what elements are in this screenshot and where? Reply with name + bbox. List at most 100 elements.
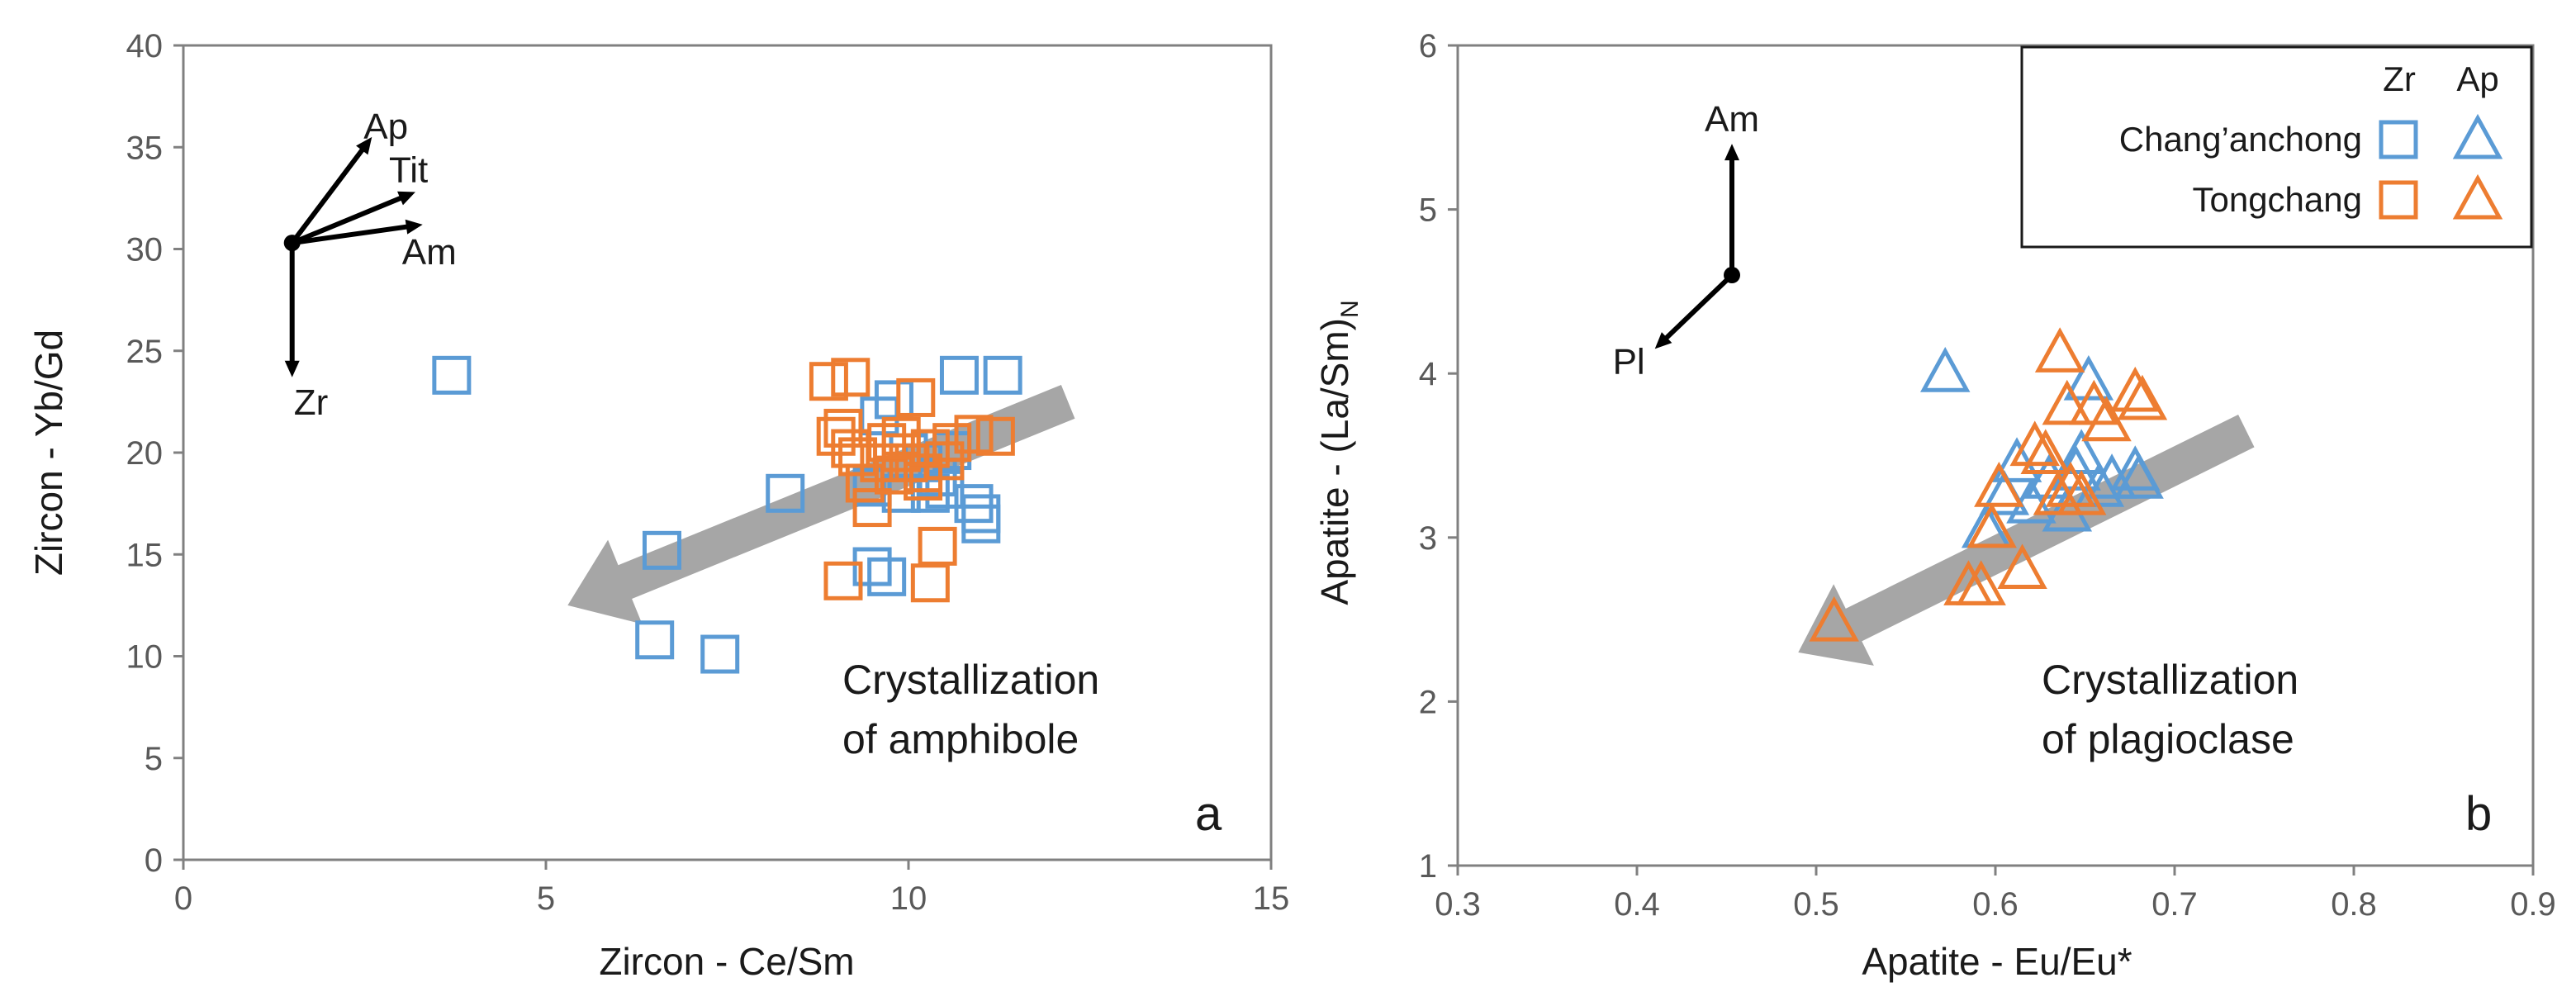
y-tick-label: 3 <box>1419 520 1437 557</box>
data-point-triangle <box>2081 396 2132 442</box>
data-point-square <box>954 484 994 524</box>
data-point-square <box>867 557 907 596</box>
vector-line <box>1660 273 1734 344</box>
y-tick-label: 40 <box>126 28 164 64</box>
y-tick-label: 35 <box>126 130 164 166</box>
vector-origin <box>283 235 301 252</box>
y-axis-label-b: Apatite - (La/Sm)N <box>1313 300 1364 605</box>
data-point-square <box>816 416 856 456</box>
vector-label-tit: Tit <box>389 149 428 190</box>
data-point-square <box>954 415 994 454</box>
x-tick-label: 15 <box>1253 880 1290 917</box>
data-point-square <box>852 547 892 586</box>
data-point-triangle <box>1991 437 2042 482</box>
data-point-square <box>860 443 899 482</box>
data-point-square <box>766 473 805 513</box>
y-tick-label: 20 <box>126 435 164 472</box>
data-point-square <box>432 355 472 395</box>
x-tick-label: 0.9 <box>2510 886 2556 923</box>
y-tick-label: 5 <box>145 741 163 777</box>
x-tick-label: 0.3 <box>1435 886 1481 923</box>
annotation-b-line1: Crystallization <box>2042 657 2298 703</box>
data-point-square <box>904 462 943 501</box>
x-tick-label: 0.7 <box>2151 886 2198 923</box>
data-point-square <box>910 563 950 603</box>
y-tick-label: 4 <box>1419 356 1437 392</box>
vector-label-am: Am <box>402 232 457 273</box>
annotation-a-line2: of amphibole <box>842 716 1079 762</box>
y-tick-label: 1 <box>1419 848 1437 885</box>
vector-line <box>290 143 368 244</box>
y-tick-label: 0 <box>145 842 163 879</box>
data-point-triangle <box>2034 327 2085 373</box>
data-point-triangle <box>2056 469 2107 515</box>
legend-label-tongchang: Tongchang <box>2192 180 2362 219</box>
vector-head <box>1724 144 1740 161</box>
data-point-square <box>823 561 863 600</box>
data-point-triangle <box>2009 420 2060 467</box>
annotation-b-line2: of plagioclase <box>2042 716 2294 762</box>
y-tick-label: 15 <box>126 537 164 573</box>
data-point-square <box>983 355 1022 395</box>
x-tick-label: 0.5 <box>1793 886 1839 923</box>
data-point-triangle <box>1956 560 2006 605</box>
vector-line <box>291 193 408 245</box>
vector-label-am: Am <box>1705 99 1759 140</box>
x-tick-label: 0 <box>174 880 192 917</box>
x-tick-label: 5 <box>537 880 555 917</box>
vector-label-zr: Zr <box>294 382 329 423</box>
data-point-square <box>635 620 675 660</box>
vector-head <box>397 191 415 206</box>
x-tick-label: 0.8 <box>2331 886 2377 923</box>
y-axis-label-b-main: Apatite - (La/Sm) <box>1313 318 1356 605</box>
data-point-triangle <box>2086 453 2137 499</box>
panel-b-chart: 0.3 0.4 0.5 0.6 0.7 0.8 0.9 1 2 3 4 5 6 Am Pl Crystal… <box>1313 28 2556 983</box>
legend-square-changanchong <box>2379 120 2418 159</box>
data-point-square <box>881 433 921 472</box>
legend-header-ap: Ap <box>2456 59 2498 98</box>
data-point-triangle <box>2045 462 2096 507</box>
plot-area-a <box>182 44 1273 861</box>
data-point-square <box>700 634 740 674</box>
data-point-triangle <box>2020 429 2071 474</box>
y-tick-label: 10 <box>126 639 164 676</box>
data-point-square <box>874 455 913 495</box>
data-point-triangle <box>1919 347 1971 392</box>
data-point-square <box>831 358 871 397</box>
y-tick-label: 6 <box>1419 28 1437 64</box>
data-point-triangle <box>2042 379 2093 425</box>
data-point-square <box>961 494 1001 534</box>
data-points-a <box>432 355 1022 674</box>
data-point-square <box>932 423 972 463</box>
vector-line <box>292 223 414 246</box>
vector-head <box>405 219 423 235</box>
legend: Zr Ap Chang’anchong Tongchang <box>2020 45 2533 249</box>
data-point-square <box>642 530 681 570</box>
data-point-square <box>845 463 885 503</box>
data-point-square <box>823 408 863 448</box>
data-point-triangle <box>2063 354 2114 401</box>
data-point-triangle <box>2110 366 2161 412</box>
annotation-a-line1: Crystallization <box>842 657 1099 703</box>
data-point-triangle <box>1974 462 2024 507</box>
data-point-square <box>896 377 936 417</box>
panel-a-ticks: 0 5 10 15 0 5 10 15 20 25 30 35 40 <box>126 28 1290 917</box>
legend-triangle-changanchong <box>2452 113 2503 159</box>
data-point-triangle <box>1997 543 2047 590</box>
legend-triangle-tongchang <box>2452 173 2503 220</box>
data-point-square <box>852 467 892 507</box>
y-tick-label: 5 <box>1419 192 1437 229</box>
vector-head <box>284 360 300 377</box>
data-point-triangle <box>1809 596 1859 642</box>
y-axis-label-a: Zircon - Yb/Gd <box>27 330 70 576</box>
data-point-square <box>867 423 907 463</box>
trend-arrow-shape <box>1798 414 2255 666</box>
x-axis-label-a: Zircon - Ce/Sm <box>599 940 854 983</box>
x-tick-label: 10 <box>890 880 927 917</box>
x-tick-label: 0.6 <box>1972 886 2019 923</box>
y-tick-label: 25 <box>126 334 164 370</box>
data-point-square <box>975 416 1015 456</box>
data-point-square <box>939 355 979 395</box>
